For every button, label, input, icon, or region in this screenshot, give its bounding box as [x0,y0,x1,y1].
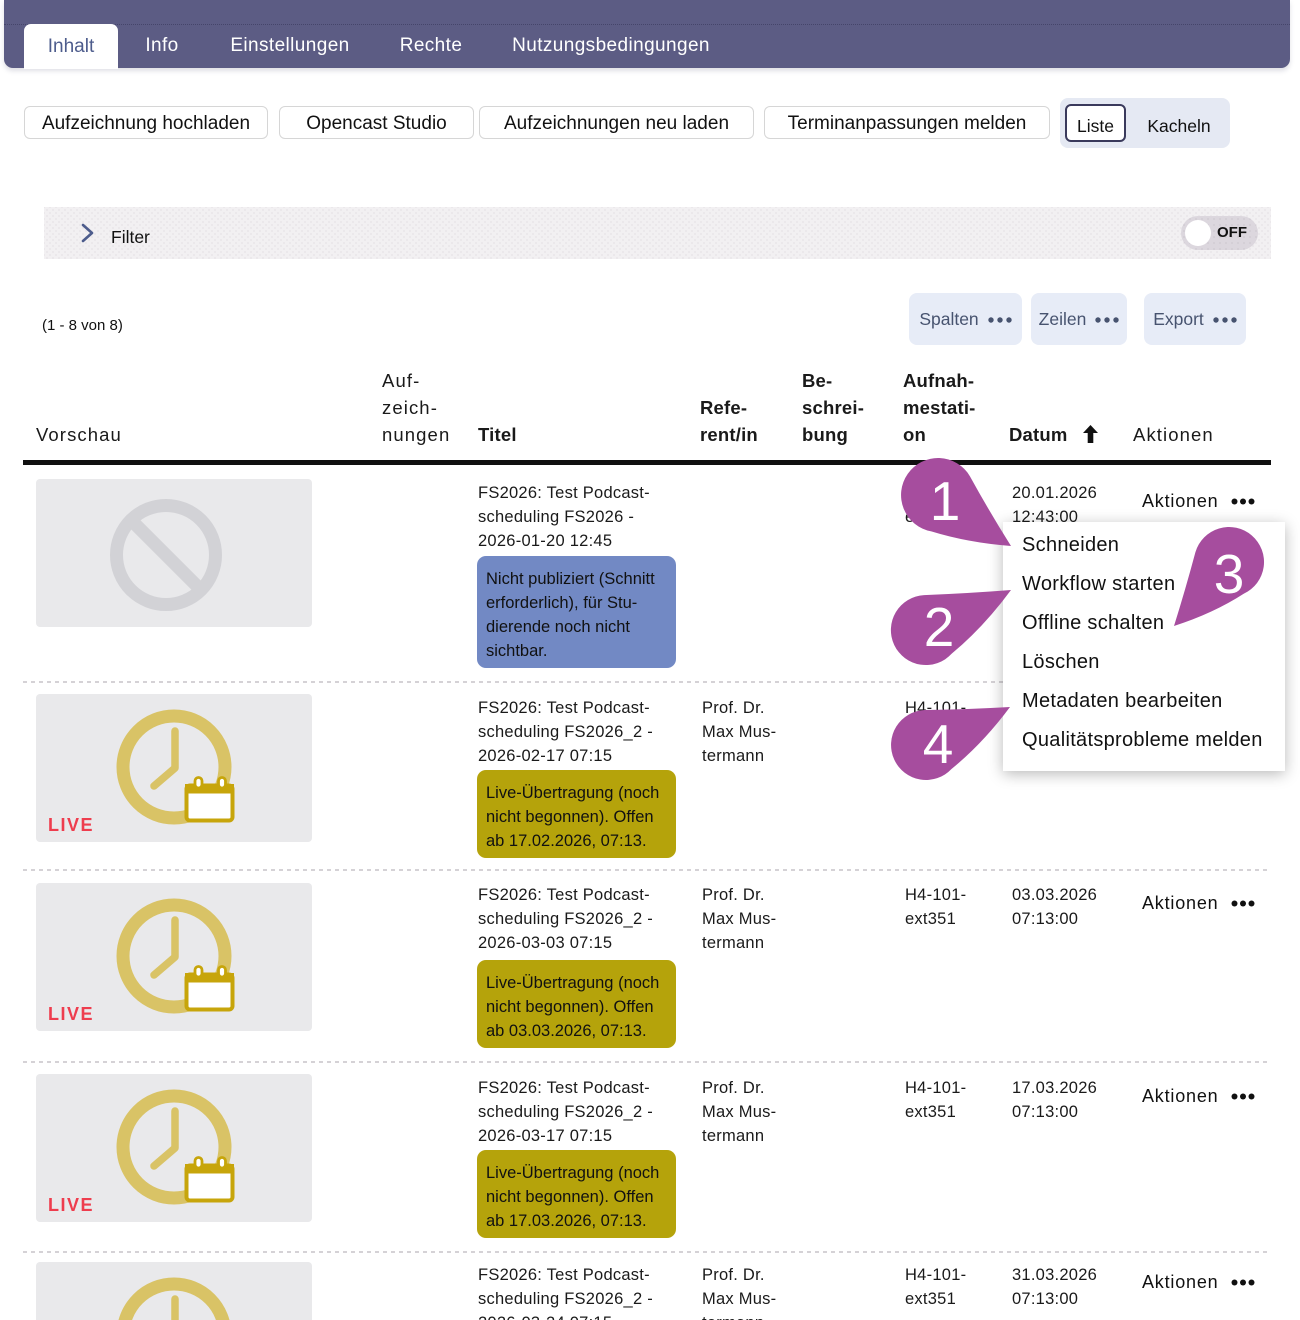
svg-text:2: 2 [924,596,955,658]
